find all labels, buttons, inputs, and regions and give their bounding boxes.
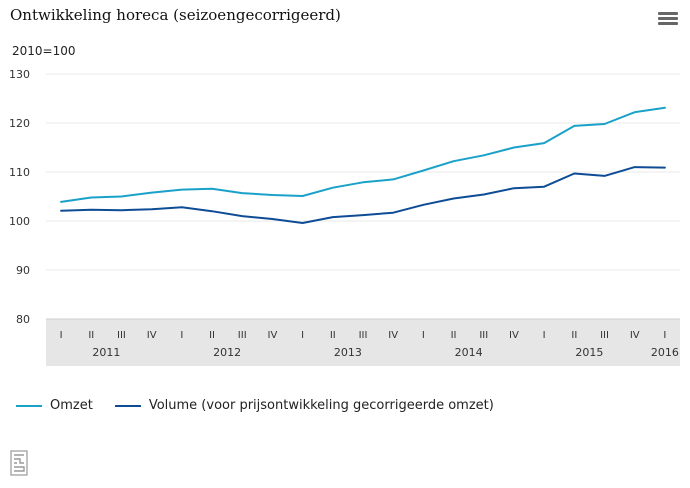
x-tick-label-quarter: III [479,330,488,341]
data-point [421,168,425,172]
x-tick-label-quarter: I [543,330,546,341]
data-point [482,192,486,196]
data-point [482,153,486,157]
x-tick-label-quarter: IV [268,330,278,341]
legend-label-omzet: Omzet [50,398,93,413]
legend-swatch-omzet [16,404,42,407]
y-tick-label: 120 [9,117,30,130]
data-point [602,174,606,178]
chart-title: Ontwikkeling horeca (seizoengecorrigeerd… [10,6,341,24]
data-point [451,159,455,163]
chart-legend: Omzet Volume (voor prijsontwikkeling gec… [16,398,516,413]
y-tick-label: 130 [9,68,30,81]
cbs-logo-icon [10,450,28,476]
data-point [542,185,546,189]
y-axis-unit-label: 2010=100 [12,44,76,58]
data-point [300,221,304,225]
x-tick-label-quarter: III [600,330,609,341]
x-tick-label-year: 2015 [575,346,603,359]
legend-label-volume: Volume (voor prijsontwikkeling gecorrige… [148,398,494,413]
data-point [572,124,576,128]
data-point [633,165,637,169]
data-point [270,217,274,221]
data-point [542,141,546,145]
data-point [149,190,153,194]
x-tick-label-quarter: I [301,330,304,341]
legend-item-omzet[interactable]: Omzet [16,398,93,413]
x-tick-label-quarter: IV [388,330,398,341]
data-point [421,203,425,207]
data-point [300,194,304,198]
data-point [59,209,63,213]
data-point [633,110,637,114]
data-point [391,177,395,181]
x-tick-label-quarter: III [117,330,126,341]
x-tick-label-quarter: II [451,330,457,341]
hamburger-menu-icon[interactable] [658,12,678,28]
y-tick-label: 110 [9,166,30,179]
y-tick-label: 90 [16,264,30,277]
x-tick-label-year: 2011 [92,346,120,359]
legend-item-volume[interactable]: Volume (voor prijsontwikkeling gecorrige… [114,398,494,413]
x-tick-label-year: 2013 [334,346,362,359]
data-point [361,180,365,184]
x-tick-label-year: 2014 [455,346,483,359]
y-tick-label: 100 [9,215,30,228]
x-tick-label-year: 2012 [213,346,241,359]
x-tick-label-quarter: II [209,330,215,341]
data-point [240,191,244,195]
x-tick-label-quarter: III [359,330,368,341]
x-tick-label-quarter: II [330,330,336,341]
data-point [270,193,274,197]
data-point [331,215,335,219]
x-tick-label-quarter: II [88,330,94,341]
data-point [210,186,214,190]
x-tick-label-quarter: I [180,330,183,341]
data-point [119,194,123,198]
data-point [512,186,516,190]
data-point [89,195,93,199]
x-axis-band [46,319,680,366]
y-tick-label: 80 [16,313,30,326]
data-point [391,210,395,214]
data-point [512,145,516,149]
data-point [451,196,455,200]
x-tick-label-year: 2016 [651,346,679,359]
data-point [240,214,244,218]
x-tick-label-quarter: I [663,330,666,341]
data-point [59,200,63,204]
data-point [602,122,606,126]
data-point [331,185,335,189]
data-point [572,171,576,175]
data-point [663,106,667,110]
series-line-0 [60,106,666,203]
series-line-1 [60,166,666,224]
data-point [180,187,184,191]
data-point [149,207,153,211]
data-point [119,208,123,212]
legend-swatch-volume [114,404,141,407]
data-point [89,208,93,212]
x-tick-label-quarter: IV [147,330,157,341]
data-point [210,209,214,213]
x-tick-label-quarter: IV [630,330,640,341]
data-point [663,165,667,169]
x-tick-label-quarter: I [60,330,63,341]
data-point [361,213,365,217]
data-point [180,205,184,209]
x-tick-label-quarter: II [571,330,577,341]
x-tick-label-quarter: IV [509,330,519,341]
x-tick-label-quarter: I [422,330,425,341]
x-tick-label-quarter: III [238,330,247,341]
